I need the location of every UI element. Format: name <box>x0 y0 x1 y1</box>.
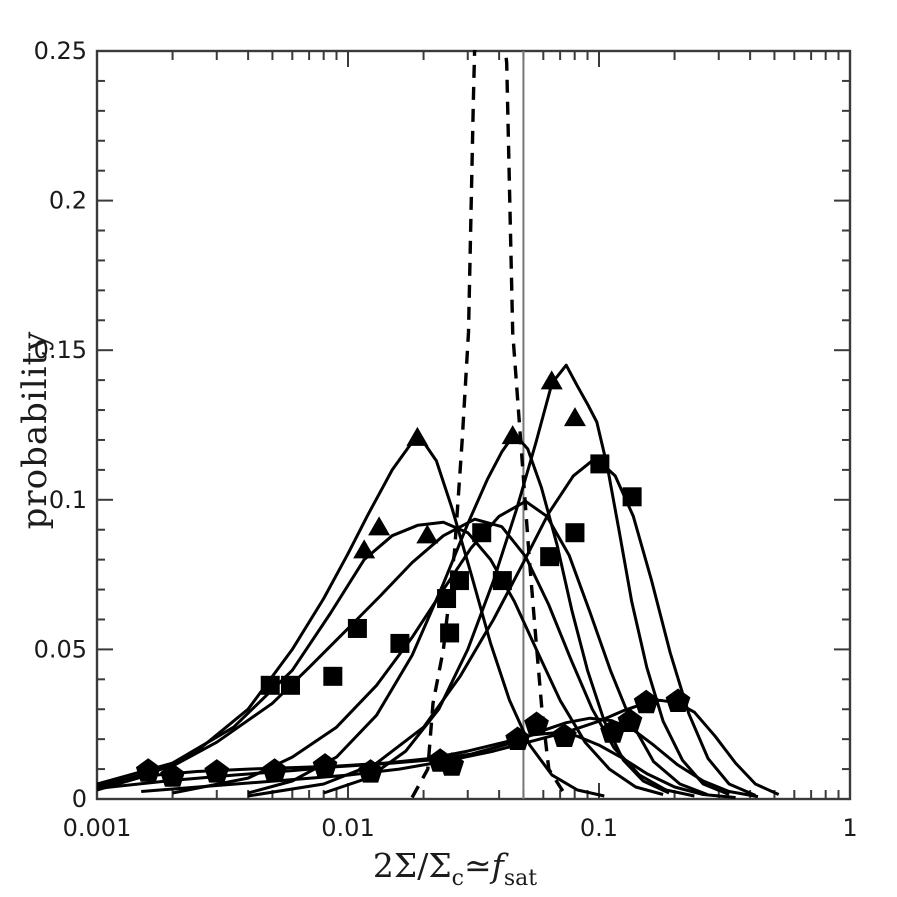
pentagon-marker <box>600 719 625 743</box>
square-marker <box>437 589 457 609</box>
square-marker <box>347 618 367 638</box>
y-axis-title: probability <box>15 330 55 530</box>
marker-layer <box>135 370 691 787</box>
y-tick-label: 0.25 <box>34 37 87 65</box>
square-marker <box>440 623 460 643</box>
pentagon-marker <box>505 726 530 750</box>
y-tick-label: 0 <box>72 785 87 813</box>
pentagon-marker <box>665 688 691 712</box>
curve-square-curve-1 <box>97 517 695 798</box>
y-tick-label: 0.05 <box>34 635 87 663</box>
triangle-marker <box>353 539 376 559</box>
x-tick-label: 0.001 <box>63 814 132 842</box>
tick-label-layer: 0 0.05 0.1 0.15 0.2 0.25 0.001 0.01 0.1 1 <box>34 37 858 842</box>
square-marker <box>590 454 610 474</box>
square-marker <box>565 523 585 543</box>
square-marker <box>472 523 492 543</box>
square-marker <box>390 633 410 653</box>
x-title-main: 2Σ/Σ <box>372 846 452 885</box>
pentagon-marker <box>617 708 643 732</box>
pentagon-marker <box>524 711 549 735</box>
pentagon-marker <box>160 763 185 787</box>
pentagon-marker <box>427 748 453 772</box>
y-tick-label: 0.1 <box>49 486 87 514</box>
square-marker <box>540 547 560 567</box>
y-tick-label: 0.2 <box>49 187 87 215</box>
curve-triangle-curve-4-tall <box>323 363 730 796</box>
pentagon-marker <box>358 759 383 783</box>
x-tick-label: 0.1 <box>580 814 618 842</box>
x-title-simeq: ≃ <box>463 846 492 885</box>
x-tick-label: 0.01 <box>321 814 374 842</box>
x-axis-title: 2Σ/Σc≃fsat <box>373 846 537 891</box>
triangle-marker <box>368 516 391 536</box>
square-marker <box>492 571 512 591</box>
curve-pentagon-curve-1 <box>97 731 736 799</box>
triangle-marker <box>563 407 586 427</box>
pentagon-marker <box>312 753 338 777</box>
curve-layer <box>97 50 780 799</box>
square-marker <box>280 675 300 695</box>
triangle-marker <box>501 425 524 445</box>
pentagon-marker <box>204 759 230 783</box>
triangle-marker <box>416 524 439 544</box>
y-tick-label: 0.15 <box>34 336 87 364</box>
curve-dashed-spike <box>410 50 568 799</box>
triangle-marker <box>540 370 563 390</box>
x-title-sub-sat: sat <box>503 866 538 891</box>
triangle-marker <box>406 426 429 446</box>
curve-square-curve-3 <box>247 456 756 798</box>
pentagon-marker <box>633 689 659 714</box>
pentagon-marker <box>552 723 577 747</box>
pentagon-marker <box>135 758 161 782</box>
curve-triangle-curve-2-broad <box>97 520 664 796</box>
square-marker <box>323 666 343 686</box>
square-marker <box>260 675 280 695</box>
pentagon-marker <box>262 758 287 782</box>
square-marker <box>449 571 469 591</box>
x-tick-label: 1 <box>842 814 857 842</box>
square-marker <box>622 487 642 507</box>
x-title-sub-c: c <box>451 866 464 891</box>
x-title-f: f <box>491 846 504 885</box>
